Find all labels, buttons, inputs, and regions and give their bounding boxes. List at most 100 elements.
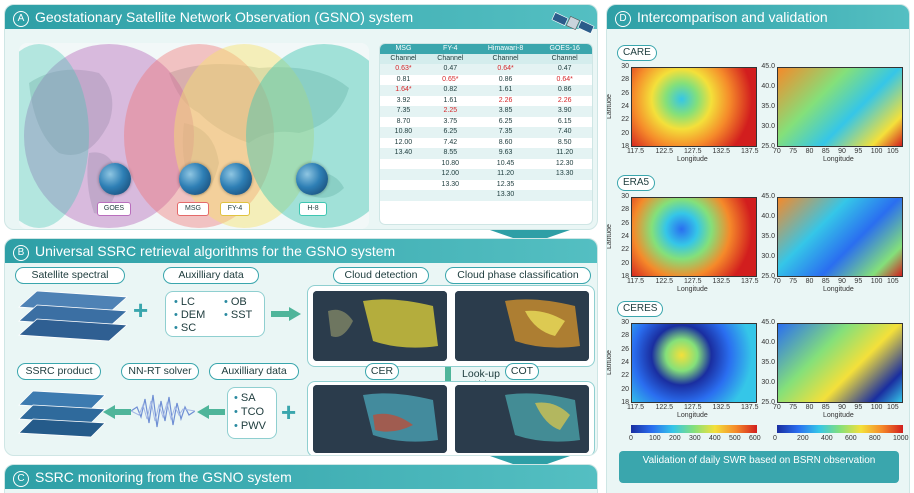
table-cell: 2.25 (426, 106, 474, 117)
y-tick-label: 26 (621, 89, 629, 97)
table-cell: 1.64* (380, 85, 427, 96)
panel-d-title: Intercomparison and validation (637, 9, 828, 25)
table-cell (380, 169, 427, 180)
panel-b-header: B Universal SSRC retrieval algorithms for… (5, 239, 597, 263)
table-cell: 7.35 (380, 106, 427, 117)
x-tick-label: 127.5 (684, 278, 702, 285)
dataset-label: ERA5 (617, 175, 656, 191)
dataset-label: CARE (617, 45, 657, 61)
bullet-icon: • (234, 392, 238, 404)
arrow-right-icon (271, 307, 301, 321)
table-cell: 2.26 (557, 96, 572, 104)
table-cell: 9.63 (473, 148, 538, 159)
table-cell: 13.30 (473, 190, 538, 201)
y-tick-label: 30 (621, 63, 629, 70)
cer-label: CER (365, 363, 399, 380)
x-tick-label: 95 (854, 404, 863, 411)
validation-box: Validation of daily SWR based on BSRN ob… (619, 451, 899, 483)
table-cell: 2.26 (498, 96, 513, 104)
x-tick-label: 132.5 (712, 148, 731, 155)
table-cell: 1.61 (473, 85, 538, 96)
table-cell: 10.80 (380, 127, 427, 138)
colorbar-tick-label: 500 (729, 435, 741, 442)
x-axis-label: Longitude (823, 286, 854, 293)
region-plot-east-asia (631, 67, 757, 147)
panel-a: A Geostationary Satellite Network Observa… (4, 4, 598, 230)
panel-c-title: SSRC monitoring from the GSNO system (35, 469, 292, 485)
y-tick-label: 22 (621, 372, 629, 380)
region-plot-tibet (777, 323, 903, 403)
x-tick-label: 105 (887, 278, 899, 285)
y-tick-label: 35.0 (761, 103, 775, 110)
y-tick-label: 22 (621, 116, 629, 124)
y-tick-label: 20 (621, 259, 629, 267)
y-tick-label: 24 (621, 103, 629, 110)
x-tick-label: 105 (887, 404, 899, 411)
y-tick-label: 40.0 (761, 83, 775, 90)
table-row: 12.00 11.20 13.30 (380, 169, 592, 180)
table-row: 13.30 (380, 190, 592, 201)
table-body: 0.63* 0.47 0.64* 0.47 0.81 0.65* 0.86 0.64* 1.64… (380, 64, 592, 201)
arrow-left-icon (103, 405, 131, 419)
y-tick-label: 40.0 (761, 213, 775, 220)
table-cell: 11.20 (537, 148, 592, 159)
aux-item: OB (230, 296, 247, 308)
table-cell: 12.30 (555, 159, 574, 167)
aux-bottom-box: • SA • TCO • PWV (227, 387, 277, 439)
table-cell: 12.35 (496, 180, 515, 188)
y-tick-label: 25.0 (761, 273, 775, 280)
channel-table: MSG FY-4 Himawari-8 GOES-16 Channel Chan… (379, 43, 593, 225)
x-tick-label: 122.5 (655, 278, 674, 285)
y-tick-label: 18 (621, 399, 629, 406)
table-cell: 10.45 (496, 159, 515, 167)
table-cell: 6.25 (426, 127, 474, 138)
x-tick-label: 117.5 (627, 404, 644, 411)
msg-globe-icon (179, 163, 211, 195)
panel-a-letter: A (13, 11, 29, 27)
table-cell: 0.63* (380, 64, 427, 75)
x-axis-label: Longitude (677, 156, 708, 163)
table-header: GOES-16 (537, 44, 592, 54)
y-tick-label: 25.0 (761, 399, 775, 406)
y-tick-label: 30.0 (761, 253, 775, 260)
cloud-phase-map (455, 291, 589, 361)
sat-label-msg: MSG (177, 202, 209, 216)
table-cell (426, 190, 474, 201)
x-tick-label: 122.5 (655, 404, 674, 411)
table-cell: 7.42 (443, 138, 458, 146)
table-cell: 8.55 (426, 148, 474, 159)
y-tick-label: 24 (621, 359, 629, 366)
table-header: Himawari-8 (473, 44, 538, 54)
aux-item: SC (180, 322, 197, 334)
aux-item: SA (240, 392, 256, 404)
x-tick-label: 80 (805, 148, 814, 155)
table-row: 1.64* 0.82 1.61 0.86 (380, 85, 592, 96)
table-row: 13.40 8.55 9.63 11.20 (380, 148, 592, 159)
table-row: 8.70 3.75 6.25 6.15 (380, 117, 592, 128)
aux-item: TCO (240, 406, 265, 418)
table-cell: 13.30 (441, 180, 460, 188)
table-cell (537, 190, 592, 201)
x-tick-label: 137.5 (741, 148, 759, 155)
x-tick-label: 127.5 (684, 404, 702, 411)
x-axis-label: Longitude (823, 156, 854, 163)
panel-a-title: Geostationary Satellite Network Observat… (35, 9, 414, 25)
table-cell: 0.47 (537, 64, 592, 75)
cot-map (455, 385, 589, 453)
table-row: 0.63* 0.47 0.64* 0.47 (380, 64, 592, 75)
dataset-label: CERES (617, 301, 664, 317)
arrow-left-icon-2 (197, 405, 225, 419)
plus-icon-2: + (281, 397, 297, 427)
y-tick-label: 30.0 (761, 123, 775, 130)
table-cell: 3.92 (396, 96, 411, 104)
x-tick-label: 132.5 (712, 278, 731, 285)
table-cell (537, 180, 592, 191)
y-tick-label: 28 (621, 206, 629, 214)
table-subheader: Channel (473, 54, 538, 64)
x-tick-label: 75 (789, 278, 798, 285)
table-cell: 6.25 (498, 117, 513, 125)
panel-b: B Universal SSRC retrieval algorithms for… (4, 238, 598, 456)
x-tick-label: 95 (854, 278, 863, 285)
table-cell: 1.61 (443, 96, 458, 104)
aux-bottom-label: Auxilliary data (209, 363, 299, 380)
